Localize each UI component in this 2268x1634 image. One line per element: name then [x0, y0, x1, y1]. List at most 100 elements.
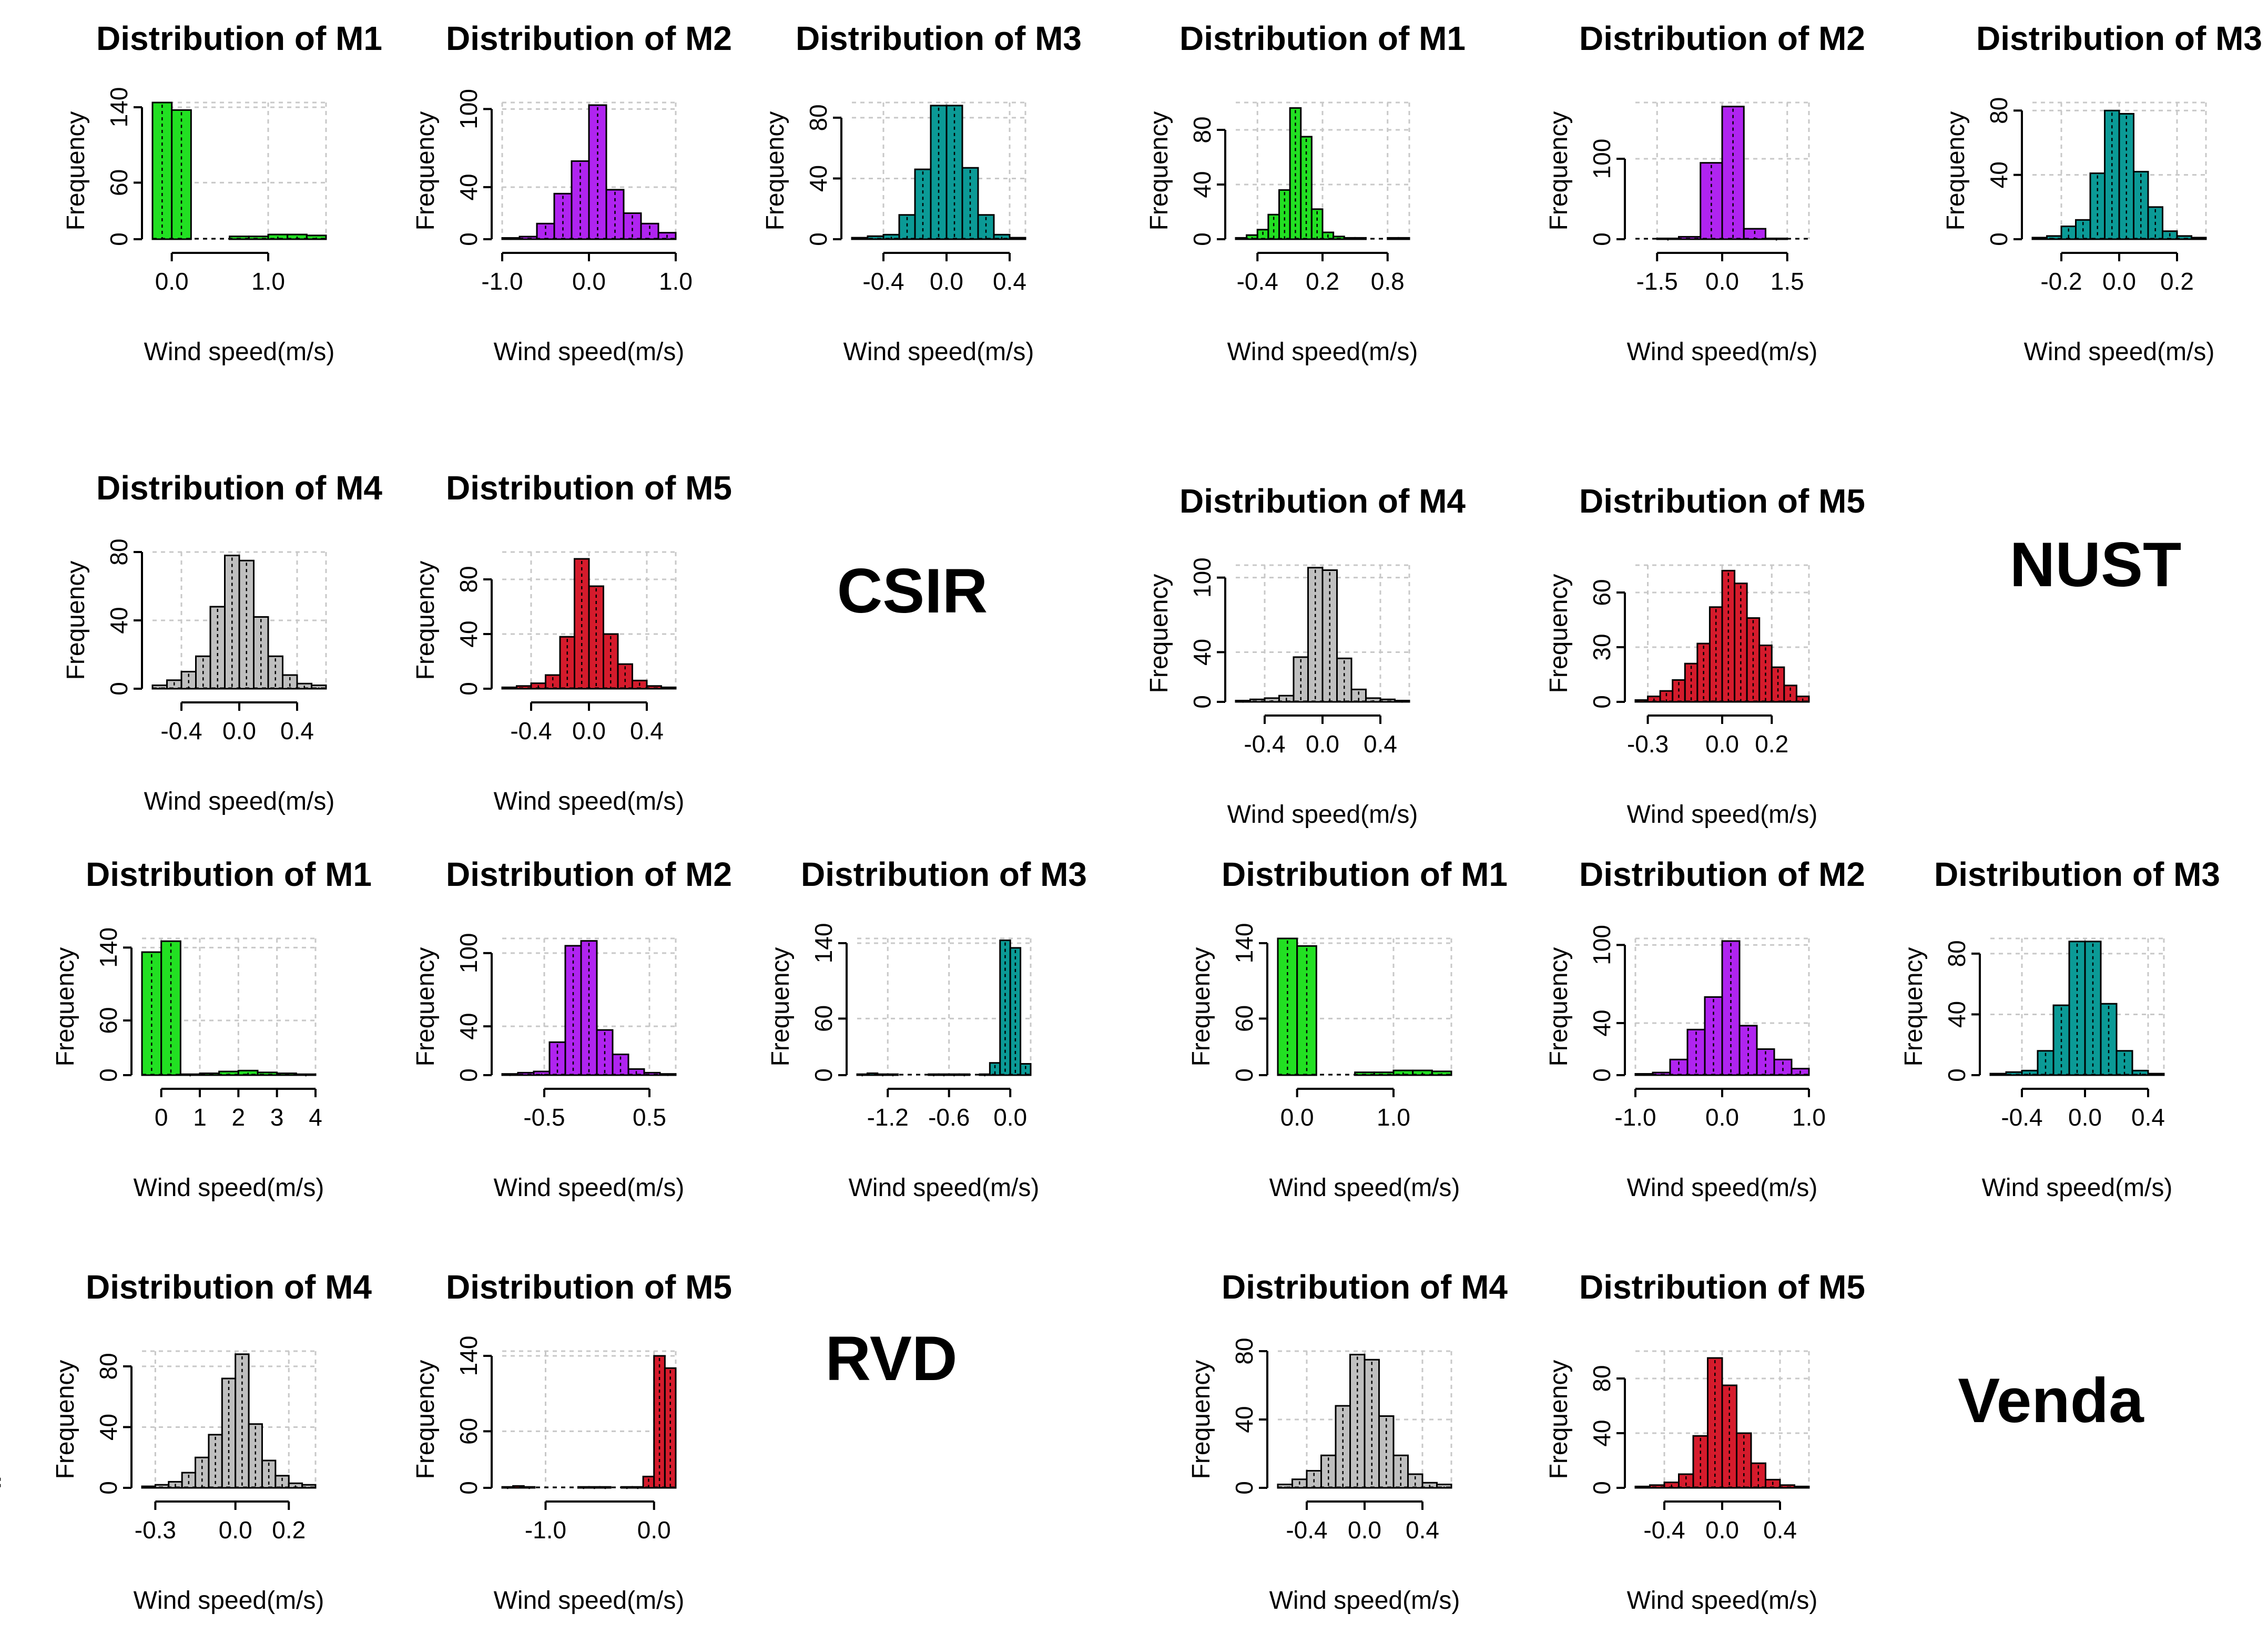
- y-tick-label: 40: [1188, 639, 1216, 666]
- x-tick-label: -0.4: [1244, 730, 1285, 758]
- y-axis-label: Frequency: [412, 111, 440, 231]
- y-axis-label: Frequency: [761, 111, 789, 231]
- x-axis-label: Wind speed(m/s): [494, 788, 685, 815]
- x-tick-label: -0.4: [862, 268, 904, 295]
- y-tick-label: 100: [455, 933, 482, 973]
- histogram-title: Distribution of M4: [86, 1268, 372, 1306]
- y-tick-label: 40: [1588, 1419, 1615, 1446]
- y-tick-label: 80: [1943, 940, 1970, 967]
- histogram-title: Distribution of M5: [1579, 1268, 1865, 1306]
- y-tick-label: 40: [455, 173, 482, 200]
- x-tick-label: -0.4: [2001, 1104, 2042, 1131]
- x-axis-label: Wind speed(m/s): [1982, 1174, 2173, 1202]
- x-tick-label: 0.0: [219, 1516, 252, 1544]
- x-axis-label: Wind speed(m/s): [843, 338, 1034, 366]
- histogram-bar: [2118, 113, 2134, 240]
- x-tick-label: -0.4: [1643, 1516, 1685, 1544]
- y-tick-label: 0: [1588, 1481, 1615, 1495]
- y-tick-label: 0: [455, 1481, 482, 1495]
- x-tick-label: -1.0: [481, 268, 523, 295]
- x-tick-label: 1.0: [1377, 1104, 1410, 1131]
- histogram-bar: [1765, 237, 1788, 240]
- x-tick-label: 0.0: [1280, 1104, 1314, 1131]
- y-tick-label: 80: [1588, 1365, 1615, 1392]
- y-tick-label: 40: [455, 620, 482, 647]
- histogram-panel-venda-m3: 0 40 80 -0.4 0.0 0.4 Distribution of M3 Wind sp…: [1900, 855, 2220, 1202]
- y-tick-label: 40: [1943, 1001, 1970, 1028]
- y-tick-label: 100: [1188, 557, 1216, 598]
- x-tick-label: 0.0: [930, 268, 963, 295]
- histogram-title: Distribution of M4: [1222, 1268, 1508, 1306]
- x-axis-label: Wind speed(m/s): [134, 1174, 324, 1202]
- histogram-panel-nust-m3: 0 40 80 -0.2 0.0 0.2 Distribution of M3 Wind sp…: [1942, 19, 2262, 366]
- x-tick-label: -1.0: [1614, 1104, 1656, 1131]
- x-axis-label: Wind speed(m/s): [494, 338, 685, 366]
- x-axis-label: Wind speed(m/s): [849, 1174, 1040, 1202]
- histogram-title: Distribution of M5: [446, 1268, 732, 1306]
- x-axis-label: Wind speed(m/s): [2024, 338, 2215, 366]
- histogram-title: Distribution of M5: [446, 469, 732, 507]
- y-axis-label: Frequency: [412, 1360, 440, 1479]
- x-axis-label: Wind speed(m/s): [1627, 801, 1818, 829]
- histogram-title: Distribution of M4: [1179, 482, 1466, 520]
- x-tick-label: -0.5: [523, 1104, 565, 1131]
- x-axis-label: Wind speed(m/s): [1627, 1174, 1818, 1202]
- histogram-panel-rvd-m2: 0 40 100 -0.5 0.5 Distribution of M2 Wind spee…: [412, 855, 732, 1202]
- y-tick-label: 0: [455, 682, 482, 696]
- y-axis-label: Frequency: [1545, 111, 1573, 231]
- y-tick-label: 40: [105, 607, 133, 634]
- x-tick-label: 0.2: [272, 1516, 306, 1544]
- y-tick-label: 60: [1230, 1005, 1258, 1032]
- x-tick-label: 0.2: [1755, 730, 1788, 758]
- x-axis-label: Wind speed(m/s): [1227, 338, 1418, 366]
- y-tick-label: 40: [95, 1414, 122, 1441]
- x-tick-label: 3: [270, 1104, 284, 1131]
- x-tick-label: 0.4: [1763, 1516, 1797, 1544]
- histogram-bar: [1750, 1462, 1766, 1489]
- x-axis-label: Wind speed(m/s): [144, 338, 335, 366]
- x-tick-label: 0: [155, 1104, 168, 1131]
- y-tick-label: 80: [805, 104, 832, 131]
- y-axis-label: Frequency: [1187, 947, 1215, 1067]
- y-tick-label: 80: [455, 566, 482, 593]
- histogram-title: Distribution of M5: [1579, 482, 1865, 520]
- histogram-bar: [559, 636, 575, 690]
- x-tick-label: 0.0: [1705, 268, 1739, 295]
- y-axis-label: Frequency: [1900, 947, 1928, 1067]
- y-tick-label: 0: [1588, 695, 1615, 709]
- histogram-panel-nust-m1: 0 40 80 -0.4 0.2 0.8 Distribution of M1 Wind sp…: [1145, 19, 1466, 366]
- x-tick-label: -1.2: [867, 1104, 909, 1131]
- y-tick-label: 80: [105, 538, 133, 565]
- y-tick-label: 0: [1943, 1068, 1970, 1082]
- y-tick-label: 60: [810, 1005, 837, 1032]
- histogram-bar: [179, 1073, 201, 1076]
- x-tick-label: -0.6: [928, 1104, 970, 1131]
- x-tick-label: 0.4: [2131, 1104, 2165, 1131]
- x-tick-label: 1.0: [251, 268, 285, 295]
- x-axis-label: Wind speed(m/s): [1627, 338, 1818, 366]
- y-tick-label: 40: [1188, 171, 1216, 198]
- x-tick-label: 0.4: [993, 268, 1026, 295]
- y-tick-label: 140: [810, 923, 837, 964]
- y-tick-label: 0: [1985, 232, 2012, 246]
- histogram-panel-nust-m2: 0 100 -1.5 0.0 1.5 Distribution of M2 Wind spe…: [1545, 19, 1865, 366]
- y-tick-label: 60: [105, 169, 133, 196]
- histogram-panel-rvd-m3: 0 60 140 -1.2 -0.6 0.0 Distribution of M3 Wind …: [767, 855, 1087, 1202]
- x-tick-label: -1.5: [1636, 268, 1678, 295]
- histogram-panel-rvd-m5: 0 60 140 -1.0 0.0 Distribution of M5 Wind spee…: [0, 1268, 732, 1615]
- y-tick-label: 140: [95, 927, 122, 968]
- y-tick-label: 80: [1188, 116, 1216, 143]
- x-tick-label: 1: [193, 1104, 207, 1131]
- y-tick-label: 40: [1230, 1406, 1258, 1433]
- x-tick-label: -0.2: [2040, 268, 2082, 295]
- y-tick-label: 0: [1188, 695, 1216, 709]
- histogram-bar: [238, 559, 255, 690]
- y-axis-label: Frequency: [1545, 947, 1573, 1067]
- y-tick-label: 40: [1985, 161, 2012, 188]
- histogram-title: Distribution of M3: [801, 855, 1087, 893]
- x-tick-label: 0.2: [2160, 268, 2194, 295]
- x-axis-label: Wind speed(m/s): [1269, 1174, 1460, 1202]
- histogram-panel-csir-m1: 0 60 140 0.0 1.0 Distribution of M1 Wind speed…: [62, 19, 382, 366]
